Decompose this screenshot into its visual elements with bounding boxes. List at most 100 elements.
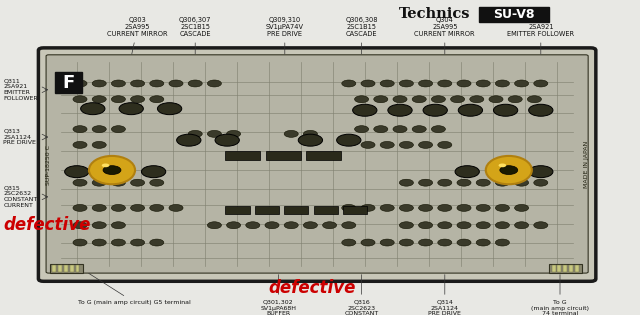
Circle shape <box>73 204 87 211</box>
Bar <box>314 206 338 214</box>
Circle shape <box>493 104 518 116</box>
Circle shape <box>419 222 433 229</box>
Circle shape <box>508 96 522 103</box>
Text: defective: defective <box>269 279 356 297</box>
Circle shape <box>215 134 239 146</box>
Circle shape <box>303 130 317 137</box>
Circle shape <box>65 166 89 178</box>
Circle shape <box>111 80 125 87</box>
Circle shape <box>92 179 106 186</box>
Circle shape <box>150 80 164 87</box>
Circle shape <box>73 126 87 133</box>
Circle shape <box>419 179 433 186</box>
Bar <box>225 206 250 214</box>
Circle shape <box>284 130 298 137</box>
Circle shape <box>419 141 433 148</box>
Circle shape <box>131 179 145 186</box>
Circle shape <box>374 96 388 103</box>
Ellipse shape <box>89 156 135 184</box>
Circle shape <box>458 104 483 116</box>
Text: To G
(main amp circuit)
74 terminal: To G (main amp circuit) 74 terminal <box>531 275 589 315</box>
Bar <box>306 151 341 160</box>
Circle shape <box>451 96 465 103</box>
Circle shape <box>81 103 105 115</box>
Circle shape <box>111 204 125 211</box>
Circle shape <box>207 222 221 229</box>
Circle shape <box>119 103 143 115</box>
Circle shape <box>111 126 125 133</box>
Text: Q303
2SA995
CURRENT MIRROR: Q303 2SA995 CURRENT MIRROR <box>108 17 168 54</box>
Circle shape <box>419 204 433 211</box>
Circle shape <box>534 179 548 186</box>
Circle shape <box>337 134 361 146</box>
Bar <box>549 264 582 273</box>
Circle shape <box>534 80 548 87</box>
Circle shape <box>361 80 375 87</box>
Circle shape <box>476 239 490 246</box>
Text: Q304
2SA995
CURRENT MIRROR: Q304 2SA995 CURRENT MIRROR <box>415 17 475 54</box>
Circle shape <box>399 179 413 186</box>
Bar <box>70 265 74 272</box>
Circle shape <box>92 222 106 229</box>
Bar <box>343 206 367 214</box>
Circle shape <box>102 163 109 167</box>
Circle shape <box>457 239 471 246</box>
Circle shape <box>393 126 407 133</box>
Circle shape <box>150 239 164 246</box>
Text: SU-V8: SU-V8 <box>493 8 534 21</box>
Circle shape <box>355 126 369 133</box>
Circle shape <box>150 179 164 186</box>
Circle shape <box>92 141 106 148</box>
Bar <box>479 7 549 22</box>
Circle shape <box>515 204 529 211</box>
Bar <box>64 265 68 272</box>
Circle shape <box>284 222 298 229</box>
Circle shape <box>495 204 509 211</box>
Bar <box>552 265 556 272</box>
Text: F: F <box>62 74 75 92</box>
Circle shape <box>495 239 509 246</box>
Circle shape <box>131 80 145 87</box>
Circle shape <box>457 222 471 229</box>
Circle shape <box>399 141 413 148</box>
Circle shape <box>355 96 369 103</box>
Circle shape <box>111 239 125 246</box>
Circle shape <box>188 130 202 137</box>
Circle shape <box>438 80 452 87</box>
Circle shape <box>246 222 260 229</box>
Circle shape <box>361 141 375 148</box>
Bar <box>76 265 79 272</box>
Circle shape <box>73 96 87 103</box>
Circle shape <box>303 222 317 229</box>
Circle shape <box>207 80 221 87</box>
Circle shape <box>73 222 87 229</box>
Text: Q301,302
SV1μPA68H
BUFFER: Q301,302 SV1μPA68H BUFFER <box>260 275 296 315</box>
Circle shape <box>361 239 375 246</box>
Circle shape <box>92 96 106 103</box>
Text: MADE IN JAPAN: MADE IN JAPAN <box>584 141 589 188</box>
Bar <box>52 265 56 272</box>
Bar <box>255 206 279 214</box>
Circle shape <box>92 80 106 87</box>
Circle shape <box>169 204 183 211</box>
Circle shape <box>419 80 433 87</box>
Circle shape <box>207 130 221 137</box>
Circle shape <box>177 134 201 146</box>
Circle shape <box>141 166 166 178</box>
Circle shape <box>499 163 506 167</box>
Circle shape <box>534 222 548 229</box>
Text: Q306,308
2SC1B15
CASCADE: Q306,308 2SC1B15 CASCADE <box>346 17 378 54</box>
Circle shape <box>73 80 87 87</box>
Circle shape <box>342 204 356 211</box>
Circle shape <box>495 179 509 186</box>
Circle shape <box>388 104 412 116</box>
Circle shape <box>399 239 413 246</box>
Circle shape <box>438 222 452 229</box>
Ellipse shape <box>486 156 532 184</box>
Circle shape <box>227 130 241 137</box>
Circle shape <box>515 80 529 87</box>
Bar <box>575 265 579 272</box>
Circle shape <box>298 134 323 146</box>
Circle shape <box>470 96 484 103</box>
Circle shape <box>515 179 529 186</box>
